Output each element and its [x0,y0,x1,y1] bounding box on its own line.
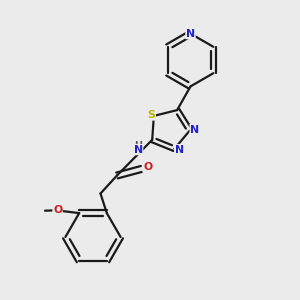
Text: N: N [175,145,184,155]
Text: H: H [134,141,142,150]
Text: O: O [53,205,62,215]
Text: N: N [190,124,199,134]
Text: S: S [148,110,155,120]
Text: N: N [186,28,195,39]
Text: O: O [143,162,152,172]
Text: N: N [134,145,143,154]
